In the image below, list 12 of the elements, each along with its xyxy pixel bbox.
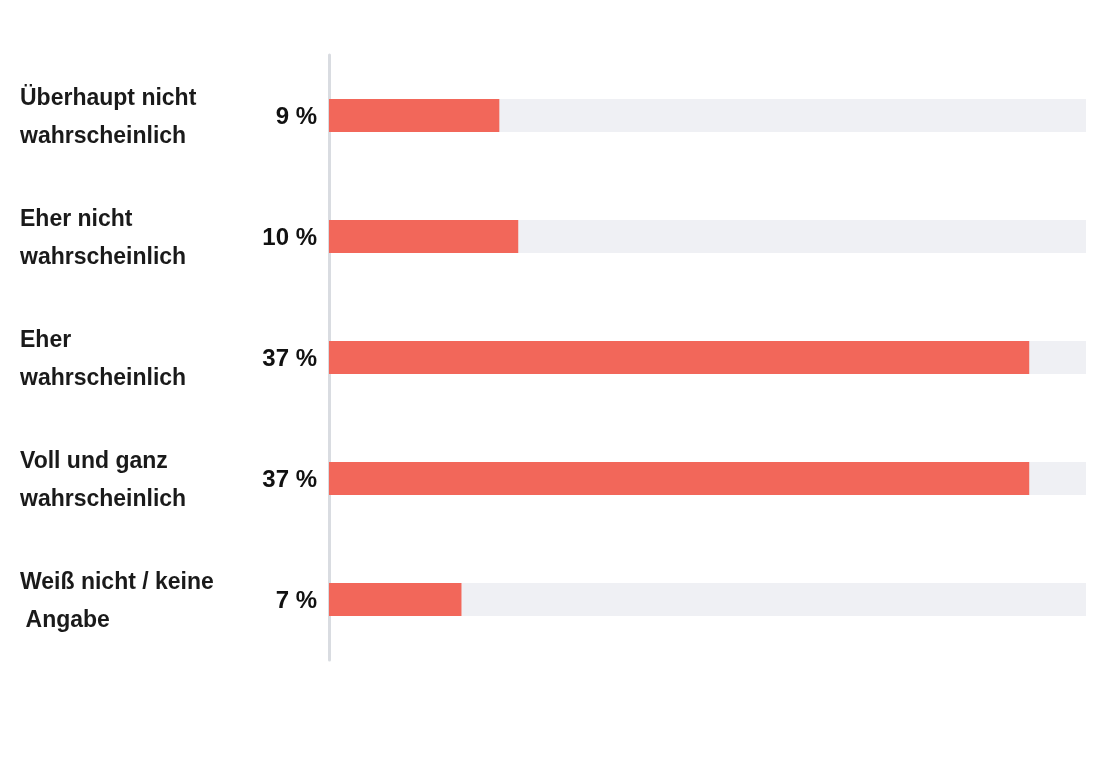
y-tick-label: Weiß nicht / keine Angabe	[20, 567, 214, 632]
y-tick-label: Überhaupt nicht wahrscheinlich	[19, 83, 203, 148]
bar	[329, 583, 462, 616]
y-tick-label: Voll und ganz wahrscheinlich	[19, 446, 187, 511]
data-label: 7 %	[275, 586, 317, 613]
data-label: 37 %	[262, 465, 317, 492]
data-label: 10 %	[262, 223, 317, 250]
y-tick-label: Eher nicht wahrscheinlich	[19, 204, 187, 269]
bar	[329, 99, 500, 132]
y-tick-label: Eher wahrscheinlich	[19, 325, 187, 390]
data-label: 9 %	[275, 102, 317, 129]
data-label: 37 %	[262, 344, 317, 371]
